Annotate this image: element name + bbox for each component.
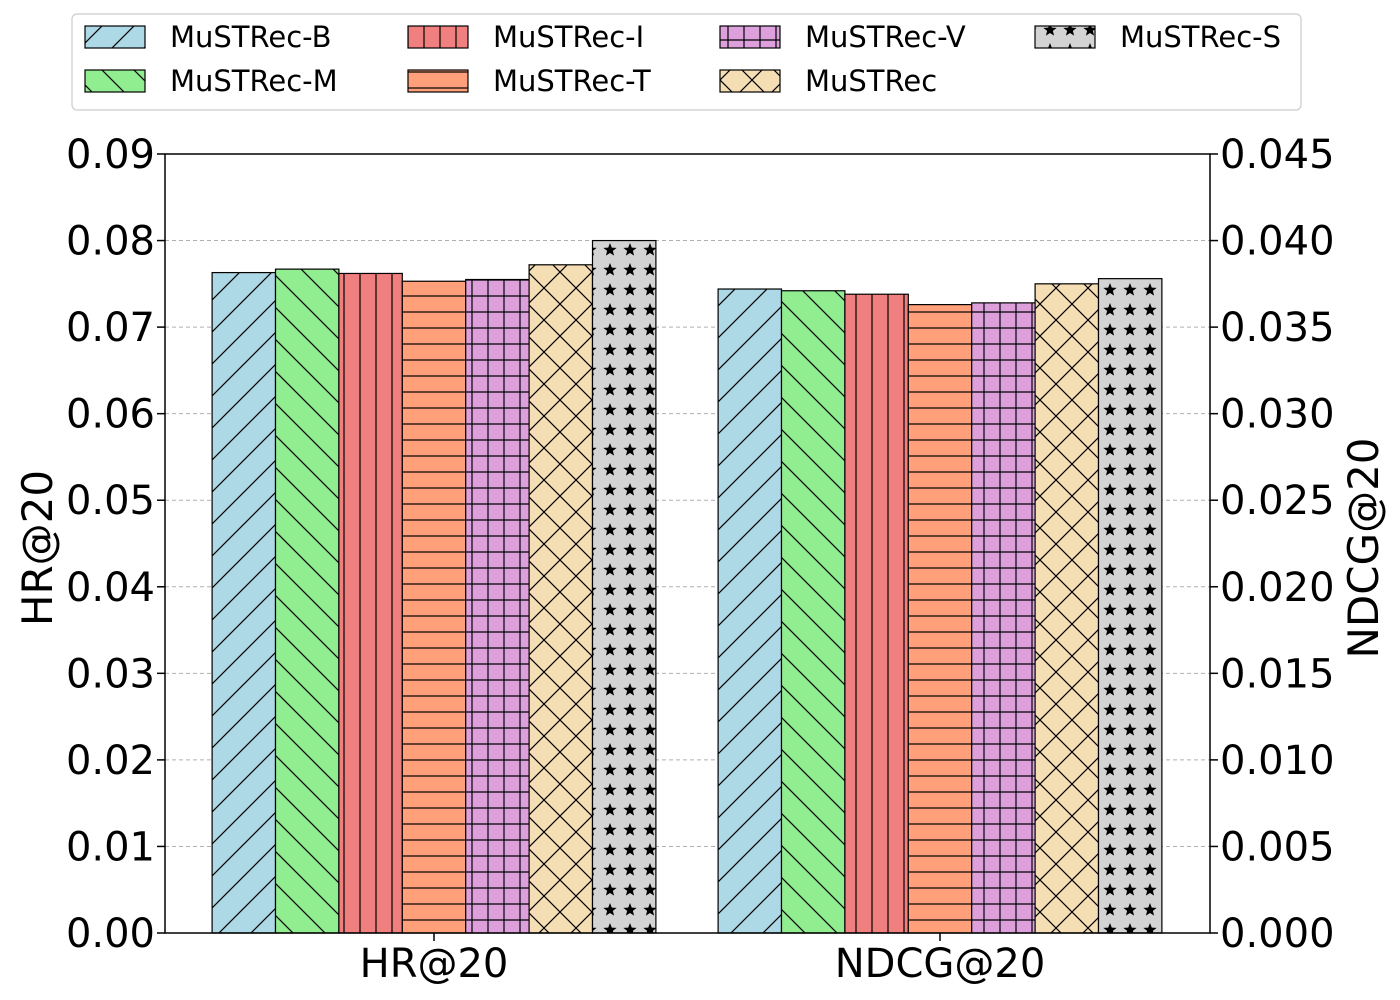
right-axis-tick-label: 0.010 (1220, 738, 1335, 784)
right-axis-tick-label: 0.020 (1220, 565, 1335, 611)
legend: MuSTRec-B MuSTRec-M MuSTRec-I MuSTRec-T MuST… (71, 13, 1302, 111)
right-axis-title: NDCG@20 (1339, 437, 1388, 658)
legend-label-mustrec-v: MuSTRec-V (805, 20, 966, 54)
bar-hr-20-mustrec-v (465, 278, 530, 934)
left-axis-tick-label: 0.00 (66, 911, 155, 957)
left-axis-tick-label: 0.01 (66, 824, 155, 870)
legend-swatch-mustrec-b (84, 25, 146, 49)
legend-label-mustrec-m: MuSTRec-M (170, 64, 338, 98)
left-axis-tick-label: 0.06 (66, 392, 155, 438)
left-axis-tick-label: 0.04 (66, 565, 155, 611)
bar-hr-20-mustrec-m (274, 268, 340, 934)
bar-ndcg-20-mustrec-m (780, 290, 846, 934)
bar-hr-20-mustrec-b (211, 271, 277, 934)
bar-hr-20-mustrec-s (591, 239, 657, 934)
bars (211, 239, 1163, 934)
bar-ndcg-20-mustrec-v (971, 302, 1036, 934)
bar-hr-20-mustrec-t (401, 280, 467, 934)
right-axis-tick-label: 0.015 (1220, 651, 1335, 697)
legend-label-mustrec-t: MuSTRec-T (493, 64, 651, 98)
left-axis-tick-label: 0.03 (66, 651, 155, 697)
left-axis-title: HR@20 (13, 470, 62, 626)
axes: 0.00 0.01 0.02 0.03 0.04 0.05 0.06 0.07 0.08 0.09… (13, 132, 1388, 987)
legend-swatch-mustrec-s (1034, 25, 1096, 49)
legend-label-mustrec-i: MuSTRec-I (493, 20, 644, 54)
right-axis-tick-label: 0.045 (1220, 132, 1335, 178)
legend-label-mustrec-s: MuSTRec-S (1120, 20, 1281, 54)
legend-swatch-mustrec-t (407, 69, 469, 93)
bar-ndcg-20-mustrec-s (1097, 278, 1163, 934)
legend-swatch-mustrec-i (407, 25, 469, 49)
legend-box (71, 13, 1302, 111)
left-axis-tick-label: 0.05 (66, 478, 155, 524)
left-axis-tick-label: 0.08 (66, 219, 155, 265)
legend-label-mustrec: MuSTRec (805, 64, 937, 98)
plot-frame (164, 153, 1211, 934)
bar-ndcg-20-mustrec-t (907, 304, 973, 934)
bar-ndcg-20-mustrec (1034, 283, 1100, 934)
bar-ndcg-20-mustrec-b (717, 288, 783, 934)
right-axis-tick-label: 0.030 (1220, 392, 1335, 438)
legend-swatch-mustrec-m (84, 69, 146, 93)
right-axis-tick-label: 0.040 (1220, 219, 1335, 265)
legend-swatch-mustrec-v (719, 25, 781, 49)
left-axis-tick-label: 0.02 (66, 738, 155, 784)
bar-ndcg-20-mustrec-i (844, 293, 909, 934)
right-axis-tick-label: 0.005 (1220, 824, 1335, 870)
left-axis-tick-label: 0.09 (66, 132, 155, 178)
x-category-label: NDCG@20 (835, 941, 1046, 987)
left-axis-tick-label: 0.07 (66, 305, 155, 351)
x-category-label: HR@20 (360, 941, 509, 987)
legend-swatch-mustrec (719, 69, 781, 93)
bar-hr-20-mustrec-i (338, 272, 403, 934)
legend-label-mustrec-b: MuSTRec-B (170, 20, 331, 54)
right-axis-tick-label: 0.035 (1220, 305, 1335, 351)
bar-hr-20-mustrec (528, 264, 594, 934)
right-axis-tick-label: 0.000 (1220, 911, 1335, 957)
right-axis-tick-label: 0.025 (1220, 478, 1335, 524)
